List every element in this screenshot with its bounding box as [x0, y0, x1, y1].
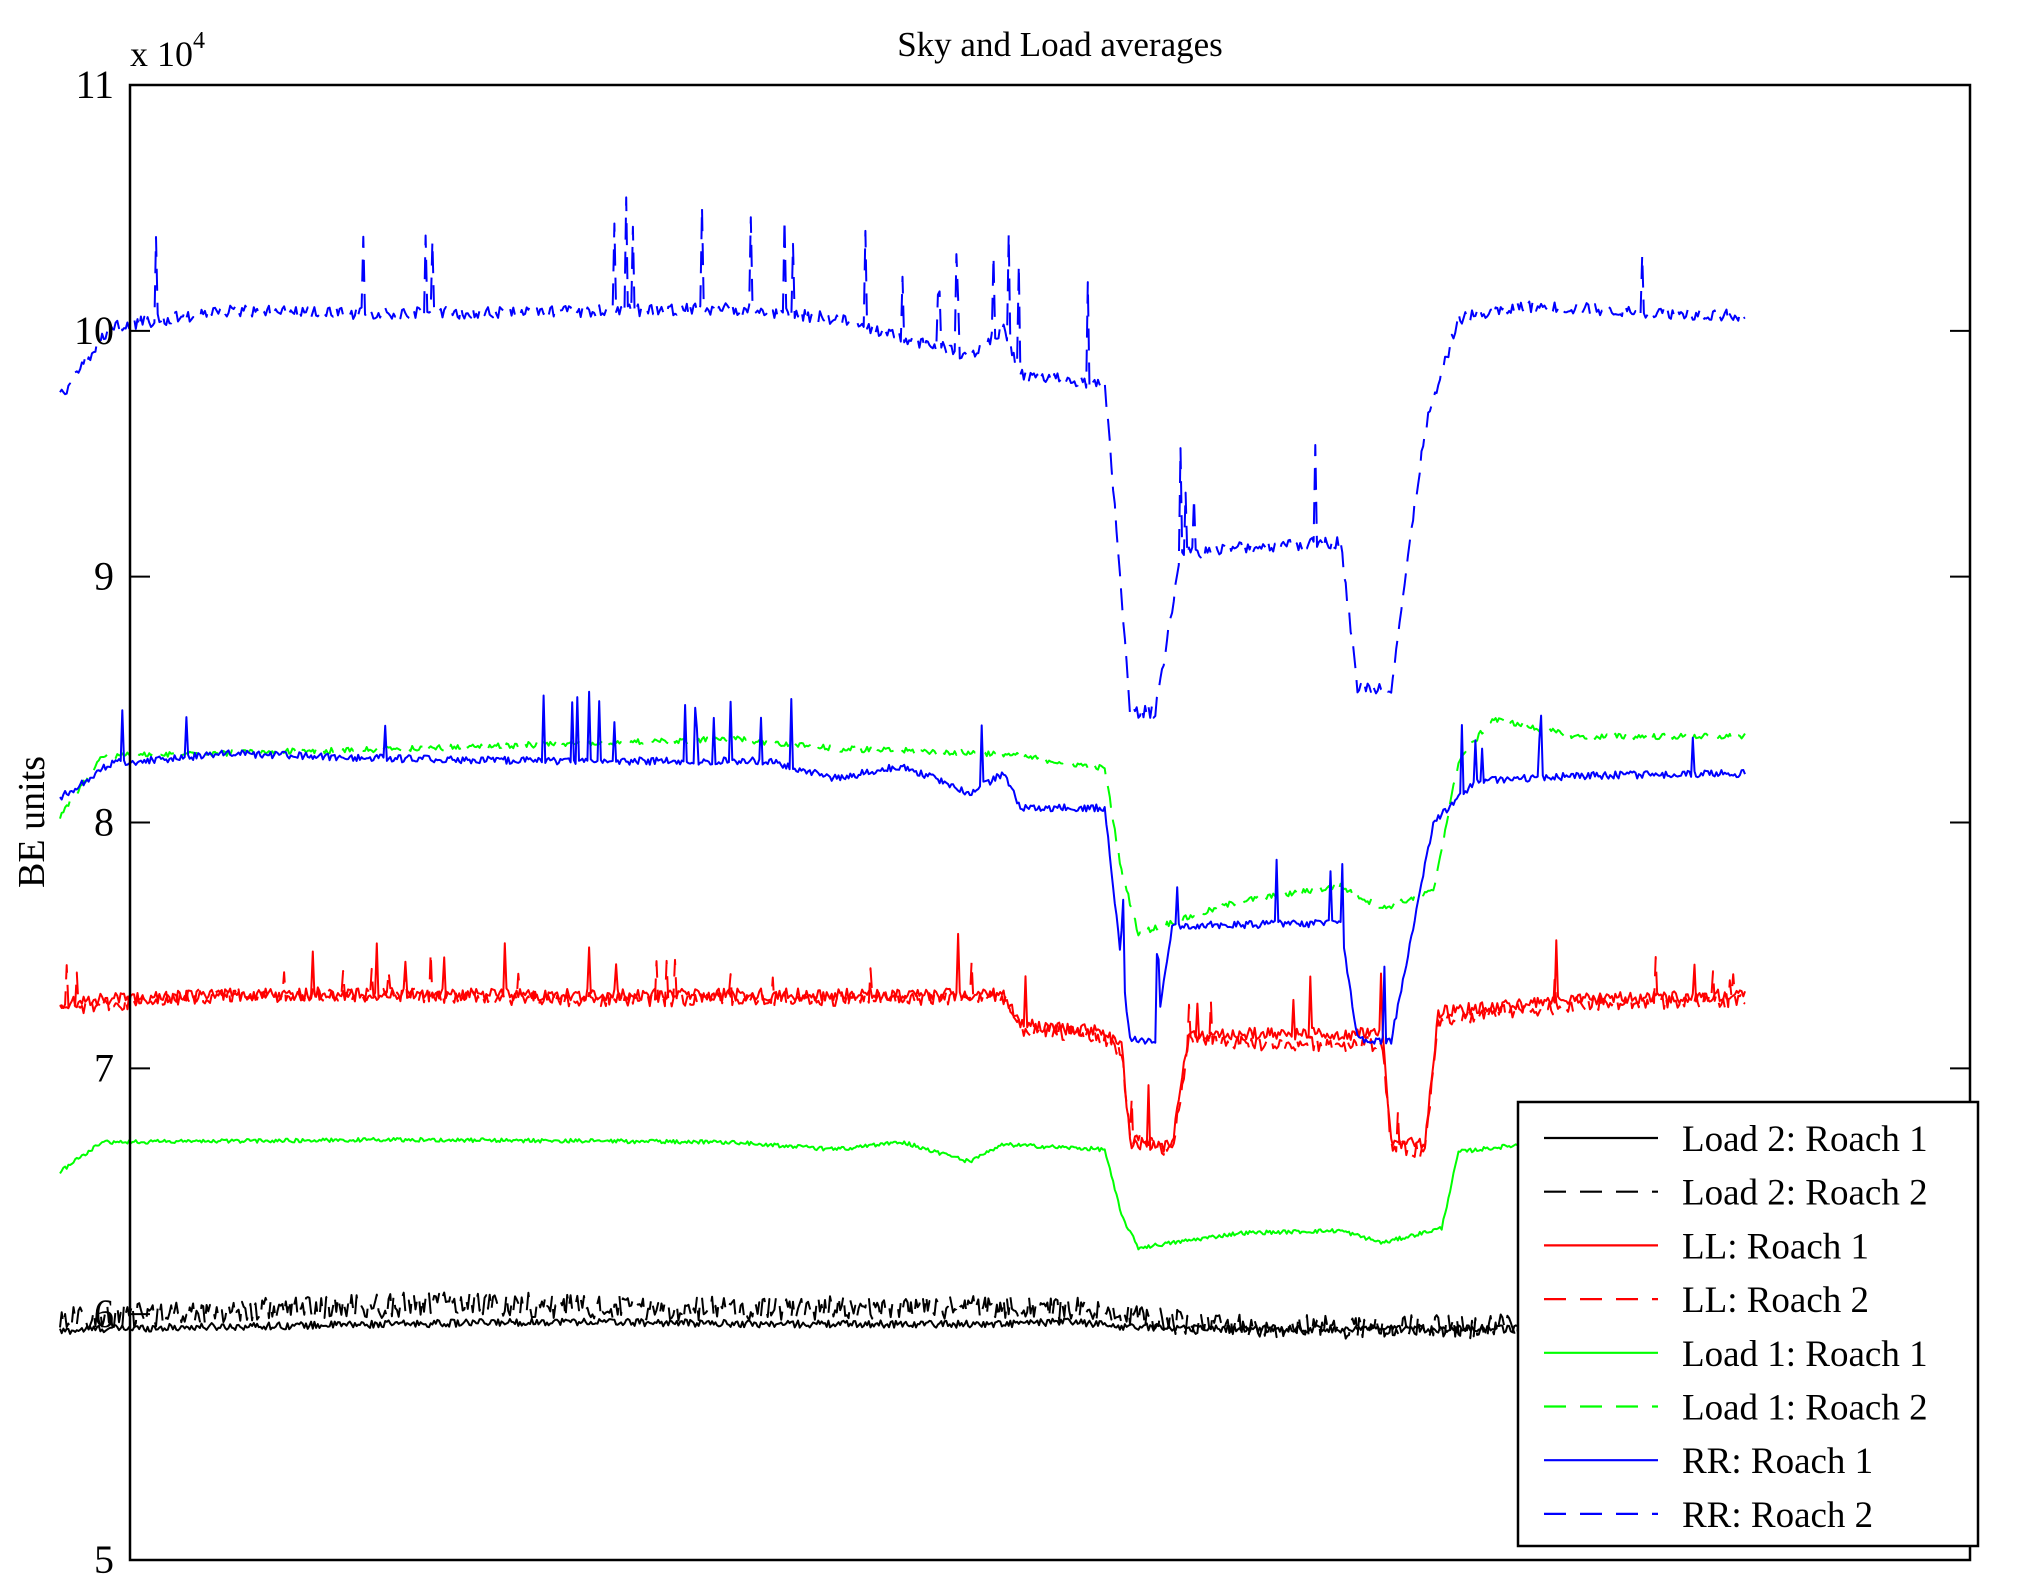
legend-label: RR: Roach 2 — [1682, 1495, 1873, 1536]
series-line — [59, 1291, 1746, 1340]
legend-label: Load 2: Roach 1 — [1682, 1119, 1928, 1160]
series-line — [59, 1136, 1746, 1251]
legend: Load 2: Roach 1 Load 2: Roach 2 LL: Roach … — [1516, 1100, 1980, 1548]
series-line — [59, 196, 1746, 719]
legend-label: Load 1: Roach 2 — [1682, 1388, 1928, 1429]
y-tick-label: 9 — [94, 554, 114, 599]
legend-label: Load 1: Roach 1 — [1682, 1334, 1928, 1375]
y-ticks: 5 6 7 8 9 10 11 — [74, 62, 1970, 1582]
legend-label: LL: Roach 1 — [1682, 1226, 1869, 1267]
legend-label: RR: Roach 1 — [1682, 1441, 1873, 1482]
y-tick-label: 7 — [94, 1045, 114, 1090]
y-tick-label: 6 — [94, 1291, 114, 1336]
series-line — [59, 690, 1746, 1045]
plot-area — [59, 196, 1746, 1340]
y-tick-label: 10 — [74, 308, 114, 353]
series-line — [59, 717, 1746, 937]
y-tick-label: 8 — [94, 800, 114, 845]
y-tick-label: 11 — [75, 62, 114, 107]
y-axis-multiplier-exponent: 4 — [193, 28, 205, 54]
y-axis-multiplier: x 104 — [130, 28, 205, 74]
legend-label: LL: Roach 2 — [1682, 1280, 1869, 1321]
series-line — [59, 951, 1746, 1160]
y-axis-label: BE units — [11, 756, 53, 888]
chart-title: Sky and Load averages — [897, 25, 1223, 64]
y-axis-multiplier-base: x 10 — [130, 34, 193, 74]
legend-label: Load 2: Roach 2 — [1682, 1173, 1928, 1214]
legend-box — [1516, 1100, 1980, 1548]
y-tick-label: 5 — [94, 1537, 114, 1582]
